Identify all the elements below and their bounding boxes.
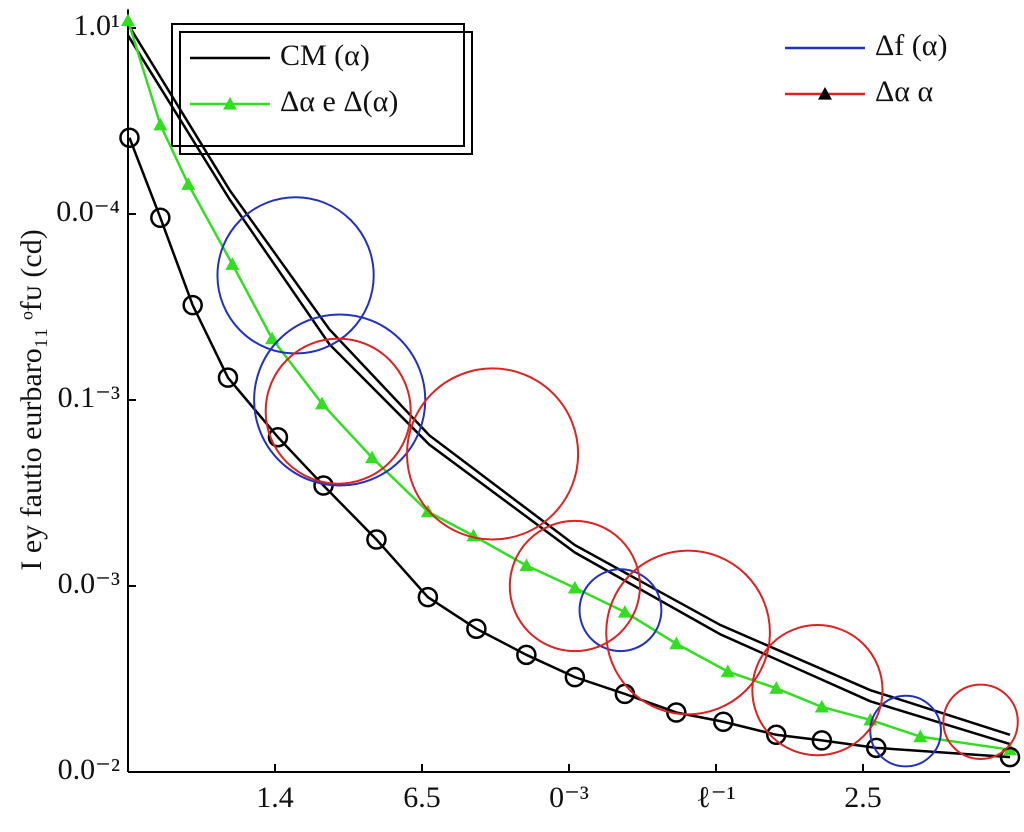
y-tick-label: 0.0⁻³ <box>58 567 120 600</box>
x-tick-label: 6.5 <box>403 781 441 814</box>
circle-marker <box>466 618 487 640</box>
circle-marker <box>150 207 171 228</box>
triangle-marker <box>814 699 829 713</box>
bubble <box>751 624 884 757</box>
bubble <box>942 683 1019 760</box>
y-tick-label: 0.1⁻³ <box>58 381 120 414</box>
bubble <box>869 694 942 768</box>
series-line <box>126 34 1011 746</box>
y-tick-label: 0.0⁻² <box>58 753 120 786</box>
x-tick-label: 2.5 <box>844 781 882 814</box>
triangle-marker <box>121 13 135 27</box>
triangle-marker <box>225 257 240 270</box>
triangle-marker <box>315 396 330 410</box>
circle-marker <box>366 529 387 550</box>
bubble <box>264 337 412 485</box>
circle-marker <box>417 586 439 608</box>
triangle-marker <box>567 580 582 594</box>
bubble <box>605 549 771 716</box>
triangle-marker <box>669 636 684 650</box>
triangle-marker <box>617 605 632 618</box>
bubble <box>406 367 580 541</box>
circle-marker <box>811 730 833 751</box>
triangle-marker <box>913 729 928 743</box>
triangle-marker <box>519 558 534 572</box>
y-tick-label: 0.0⁻⁴ <box>56 195 120 228</box>
legend-box <box>171 23 465 147</box>
legend-label: CM (α) <box>280 39 370 72</box>
triangle-marker <box>265 331 280 345</box>
y-tick-label: 1.0¹ <box>74 9 121 42</box>
series-line <box>128 137 1011 759</box>
circle-marker <box>564 666 586 688</box>
circle-marker <box>217 367 239 388</box>
x-tick-label: 1.4 <box>256 781 294 814</box>
triangle-marker <box>720 664 735 678</box>
legend-label: Δf (α) <box>875 29 947 62</box>
legend-box-shadow <box>179 31 473 155</box>
circle-marker <box>865 737 887 759</box>
circle-marker <box>516 644 537 666</box>
legend-marker <box>818 87 832 100</box>
circle-marker <box>182 294 203 316</box>
bubble <box>216 196 375 355</box>
series-line <box>126 23 1011 736</box>
series-line <box>126 20 1011 751</box>
bubble <box>578 568 663 653</box>
circle-marker <box>119 127 140 148</box>
x-tick-label: 0⁻³ <box>549 781 589 814</box>
circle-marker <box>267 426 289 448</box>
triangle-marker <box>365 450 380 464</box>
y-axis-label: I ey fautio eurbaro₁₁ ᵒfᴜ (cd) <box>15 229 48 570</box>
x-tick-label: ℓ⁻¹ <box>696 781 735 814</box>
triangle-marker <box>153 117 168 131</box>
legend-label: Δα e Δ(α) <box>280 85 398 118</box>
triangle-marker <box>181 177 196 190</box>
circle-marker <box>766 724 787 746</box>
legend-marker <box>223 97 237 110</box>
circle-marker <box>713 711 734 733</box>
bubble <box>508 519 641 653</box>
circle-marker <box>999 746 1021 768</box>
legend-label: Δα α <box>875 75 934 108</box>
triangle-marker <box>769 681 784 694</box>
